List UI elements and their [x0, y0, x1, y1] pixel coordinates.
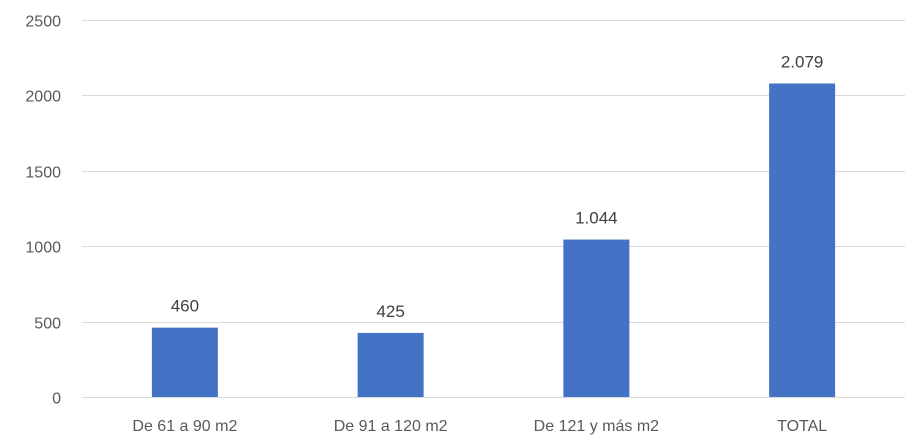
bar [769, 83, 836, 397]
y-tick-label: 1500 [25, 165, 61, 182]
y-tick-label: 2500 [25, 14, 61, 31]
y-tick-label: 2000 [25, 89, 61, 106]
y-axis-ticks: 0 500 1000 1500 2000 2500 [25, 14, 61, 408]
gridlines [82, 20, 905, 398]
bar [151, 327, 218, 397]
bar [357, 332, 424, 397]
category-label: De 61 a 90 m2 [132, 418, 237, 435]
y-tick-label: 500 [34, 316, 61, 333]
data-label: 460 [171, 297, 199, 316]
data-label: 1.044 [575, 209, 618, 228]
data-label: 2.079 [781, 52, 824, 71]
y-tick-label: 0 [52, 391, 61, 408]
category-label: De 121 y más m2 [534, 418, 659, 435]
data-label: 425 [376, 302, 404, 321]
x-axis-categories: De 61 a 90 m2 De 91 a 120 m2 De 121 y más … [132, 418, 827, 435]
data-labels: 460 425 1.044 2.079 [171, 52, 824, 320]
category-label: TOTAL [777, 418, 827, 435]
bars [151, 83, 836, 397]
category-label: De 91 a 120 m2 [334, 418, 448, 435]
y-tick-label: 1000 [25, 240, 61, 257]
bar [563, 239, 630, 397]
